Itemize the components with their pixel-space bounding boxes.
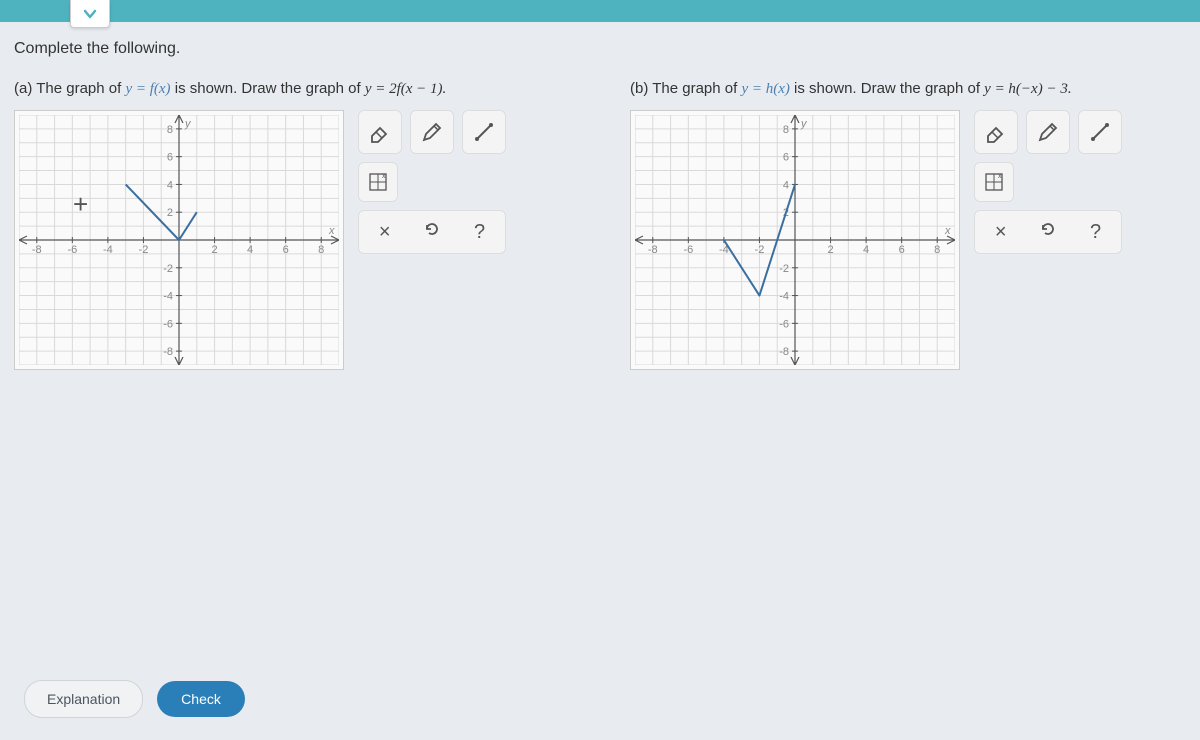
chevron-down-icon <box>82 6 98 22</box>
svg-text:-8: -8 <box>32 244 42 256</box>
svg-text:-4: -4 <box>163 291 173 303</box>
part-b-label: (b) The graph of y = h(x) is shown. Draw… <box>630 80 1186 98</box>
part-a: (a) The graph of y = f(x) is shown. Draw… <box>14 80 570 370</box>
svg-text:-2: -2 <box>755 244 765 256</box>
svg-text:-6: -6 <box>683 244 693 256</box>
target-fn-a: y = 2f(x − 1). <box>365 81 446 97</box>
svg-text:-2: -2 <box>139 244 149 256</box>
undo-icon <box>1038 219 1058 239</box>
graph-a-container[interactable]: -8-6-4-22468-8-6-4-22468xy + <box>14 110 344 370</box>
svg-text:2: 2 <box>211 244 217 256</box>
target-fn-b: y = h(−x) − 3. <box>984 81 1071 97</box>
grid-icon: x <box>983 171 1005 193</box>
help-button[interactable]: ? <box>474 221 485 244</box>
part-a-label: (a) The graph of y = f(x) is shown. Draw… <box>14 80 570 98</box>
svg-text:2: 2 <box>167 207 173 219</box>
svg-text:4: 4 <box>167 179 173 191</box>
svg-text:-2: -2 <box>163 263 173 275</box>
svg-text:8: 8 <box>318 244 324 256</box>
pencil-icon <box>1036 120 1060 144</box>
svg-text:-4: -4 <box>779 291 789 303</box>
help-button[interactable]: ? <box>1090 221 1101 244</box>
line-icon <box>472 120 496 144</box>
svg-text:-6: -6 <box>67 244 77 256</box>
undo-icon <box>422 219 442 239</box>
part-b: (b) The graph of y = h(x) is shown. Draw… <box>630 80 1186 370</box>
content-area: Complete the following. (a) The graph of… <box>0 22 1200 380</box>
svg-text:-4: -4 <box>103 244 113 256</box>
undo-button[interactable] <box>422 219 442 245</box>
svg-text:-6: -6 <box>779 318 789 330</box>
line-icon <box>1088 120 1112 144</box>
svg-text:6: 6 <box>167 152 173 164</box>
svg-text:8: 8 <box>783 124 789 136</box>
action-panel-a: × ? <box>358 210 506 254</box>
svg-text:8: 8 <box>934 244 940 256</box>
svg-text:4: 4 <box>783 179 789 191</box>
line-tool-button[interactable] <box>462 110 506 154</box>
action-panel-b: × ? <box>974 210 1122 254</box>
svg-text:x: x <box>382 173 386 180</box>
svg-text:-8: -8 <box>779 346 789 358</box>
toolbar-b: x × ? <box>974 110 1122 254</box>
check-button[interactable]: Check <box>157 681 245 717</box>
given-fn-a: y = f(x) <box>125 81 170 97</box>
clear-button[interactable]: × <box>995 221 1007 244</box>
graph-b[interactable]: -8-6-4-22468-8-6-4-22468xy <box>635 115 955 365</box>
eraser-button[interactable] <box>358 110 402 154</box>
grid-zoom-button[interactable]: x <box>358 162 398 202</box>
explanation-button[interactable]: Explanation <box>24 680 143 718</box>
pencil-icon <box>420 120 444 144</box>
svg-text:-6: -6 <box>163 318 173 330</box>
svg-text:6: 6 <box>283 244 289 256</box>
eraser-icon <box>984 120 1008 144</box>
eraser-icon <box>368 120 392 144</box>
undo-button[interactable] <box>1038 219 1058 245</box>
graph-b-container[interactable]: -8-6-4-22468-8-6-4-22468xy <box>630 110 960 370</box>
footer-bar: Explanation Check <box>0 668 1200 730</box>
svg-text:2: 2 <box>827 244 833 256</box>
title-bar <box>0 0 1200 22</box>
cursor-crosshair: + <box>73 189 88 220</box>
line-tool-button[interactable] <box>1078 110 1122 154</box>
svg-text:-8: -8 <box>648 244 658 256</box>
grid-zoom-button[interactable]: x <box>974 162 1014 202</box>
pencil-button[interactable] <box>1026 110 1070 154</box>
svg-text:-8: -8 <box>163 346 173 358</box>
svg-text:x: x <box>998 173 1002 180</box>
grid-icon: x <box>367 171 389 193</box>
dropdown-toggle[interactable] <box>70 0 110 28</box>
svg-text:x: x <box>944 225 951 237</box>
svg-text:8: 8 <box>167 124 173 136</box>
svg-text:4: 4 <box>247 244 253 256</box>
clear-button[interactable]: × <box>379 221 391 244</box>
svg-text:x: x <box>328 225 335 237</box>
svg-text:4: 4 <box>863 244 869 256</box>
given-fn-b: y = h(x) <box>741 81 789 97</box>
eraser-button[interactable] <box>974 110 1018 154</box>
svg-text:6: 6 <box>783 152 789 164</box>
instruction-text: Complete the following. <box>14 40 1186 58</box>
toolbar-a: x × ? <box>358 110 506 254</box>
svg-text:6: 6 <box>899 244 905 256</box>
pencil-button[interactable] <box>410 110 454 154</box>
svg-text:-2: -2 <box>779 263 789 275</box>
graph-a[interactable]: -8-6-4-22468-8-6-4-22468xy <box>19 115 339 365</box>
